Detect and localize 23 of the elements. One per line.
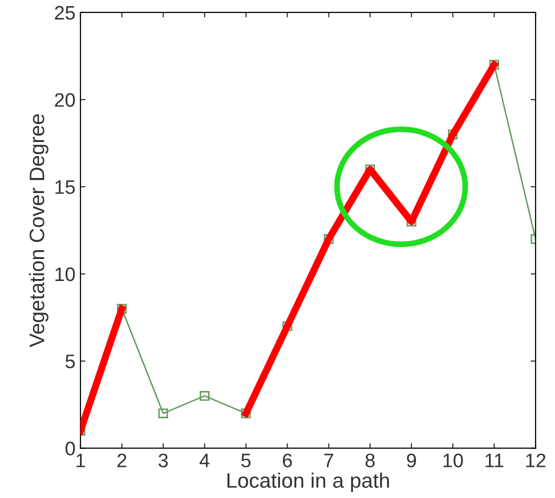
y-tick-label: 0	[66, 442, 75, 456]
y-tick-label: 10	[55, 267, 75, 282]
x-tick-label: 2	[117, 454, 126, 468]
y-tick-label: 25	[54, 6, 75, 20]
point	[158, 408, 168, 418]
x-tick-label: 1	[76, 454, 85, 468]
x-tick-label: 12	[526, 454, 546, 468]
y-tick-label: 20	[54, 93, 75, 107]
y-tick-label: 5	[66, 354, 75, 368]
x-tick-label: 7	[324, 454, 334, 468]
x-tick-label: 9	[406, 454, 416, 468]
y-axis-title: Vegetation Cover Degree	[29, 114, 48, 348]
x-tick-label: 8	[366, 454, 375, 468]
x-tick-label: 6	[282, 454, 292, 468]
point	[116, 304, 127, 314]
x-tick-label: 10	[444, 454, 463, 468]
point	[200, 391, 210, 401]
x-tick-label: 11	[486, 454, 504, 468]
y-tick-label: 15	[55, 180, 75, 194]
x-tick-label: 5	[241, 454, 251, 468]
x-axis-title: Location in a path	[228, 472, 389, 492]
x-tick-label: 4	[200, 454, 210, 468]
x-tick-label: 3	[158, 454, 168, 468]
